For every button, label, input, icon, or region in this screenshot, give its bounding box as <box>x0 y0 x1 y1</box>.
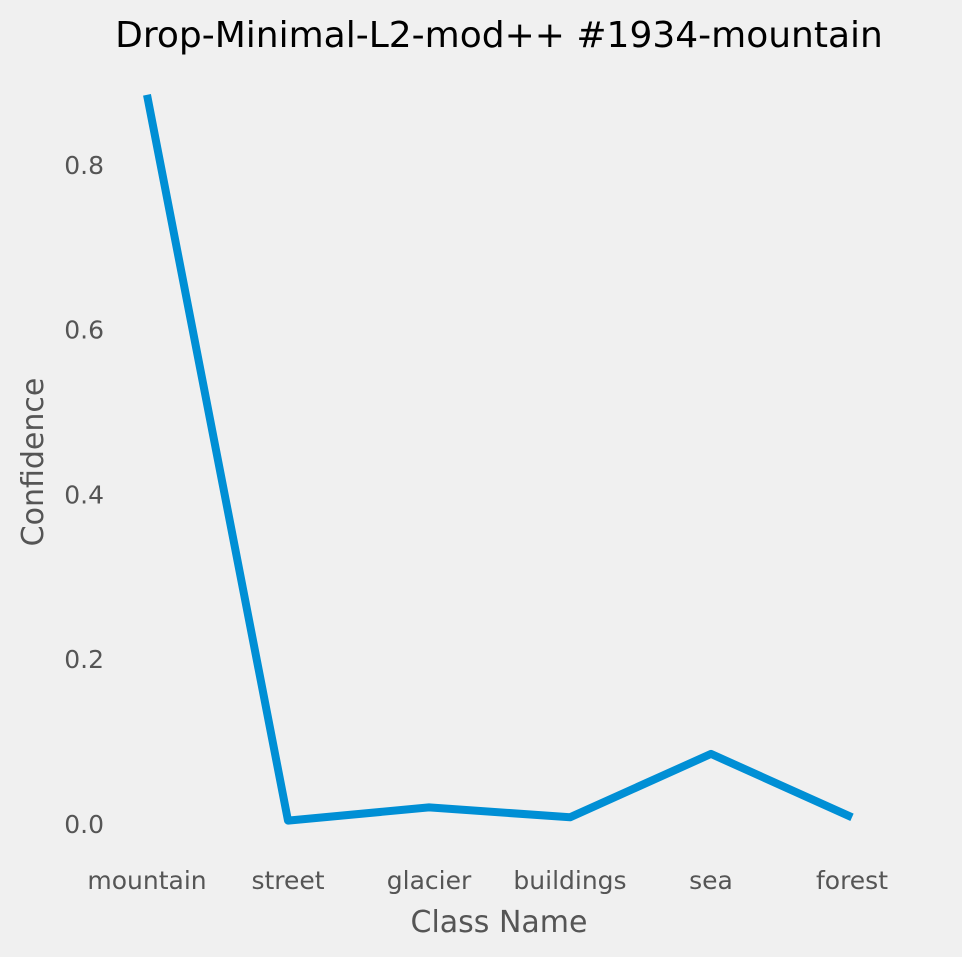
x-tick-label: mountain <box>87 866 206 895</box>
y-tick-label: 0.6 <box>64 316 104 345</box>
x-tick-label: buildings <box>513 866 626 895</box>
y-tick-label: 0.8 <box>64 151 104 180</box>
x-tick-label: street <box>251 866 324 895</box>
chart-title: Drop-Minimal-L2-mod++ #1934-mountain <box>115 15 883 56</box>
x-tick-label: sea <box>689 866 733 895</box>
y-axis-label: Confidence <box>16 378 51 547</box>
y-tick-label: 0.4 <box>64 480 104 509</box>
x-tick-label: glacier <box>387 866 472 895</box>
y-tick-label: 0.0 <box>64 810 104 839</box>
y-tick-label: 0.2 <box>64 645 104 674</box>
x-tick-label: forest <box>816 866 888 895</box>
x-axis-label: Class Name <box>411 905 588 940</box>
